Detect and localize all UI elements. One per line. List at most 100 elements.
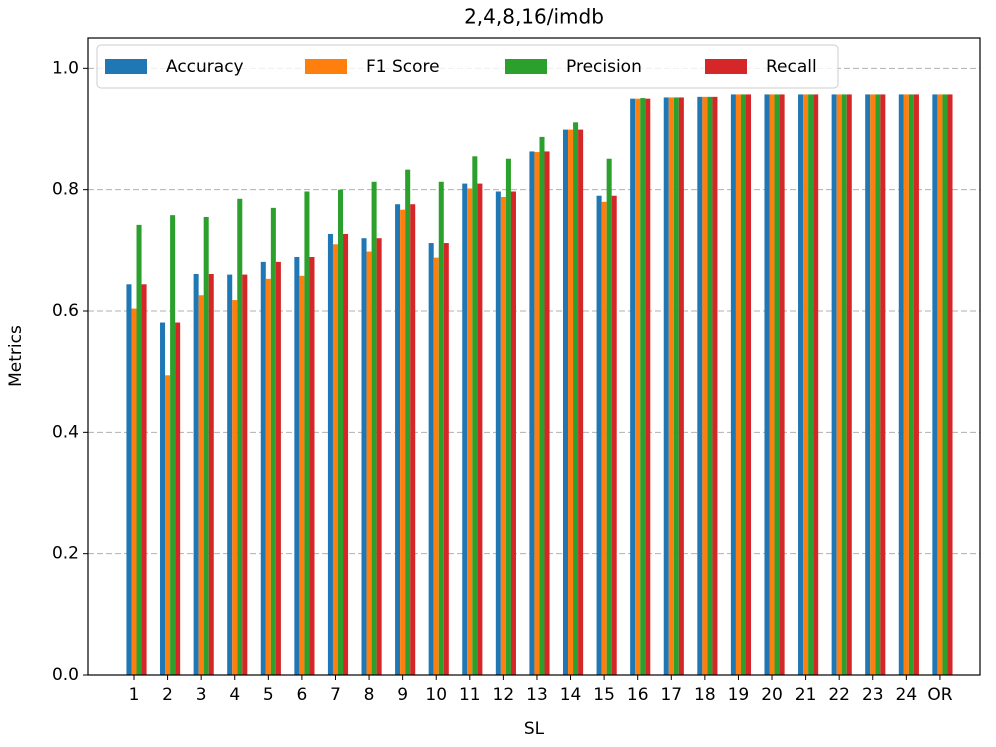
bar [299, 275, 305, 675]
bar [534, 152, 540, 675]
bar [779, 94, 785, 676]
bar [947, 94, 953, 676]
bar [260, 261, 266, 675]
bar [170, 215, 176, 675]
bar [510, 191, 516, 675]
bar [596, 195, 602, 675]
bar [898, 94, 904, 676]
bar [875, 94, 881, 676]
bar [495, 191, 501, 675]
bar [544, 151, 550, 676]
bar [539, 136, 545, 676]
x-tick-label: 21 [795, 685, 817, 705]
bar [410, 204, 416, 675]
x-tick-label: 2 [162, 685, 173, 705]
x-tick-label: 6 [296, 685, 307, 705]
x-tick-label: 4 [229, 685, 240, 705]
x-tick-label: 9 [397, 685, 408, 705]
bar [903, 94, 909, 676]
x-tick-label: 18 [694, 685, 716, 705]
legend-swatch [105, 59, 147, 74]
bar [500, 196, 506, 676]
bar [165, 375, 171, 675]
bar [764, 94, 770, 676]
bar [265, 278, 271, 675]
bar [601, 201, 607, 676]
bar [640, 98, 646, 675]
bar [366, 251, 372, 675]
bar [697, 96, 703, 675]
bar [477, 183, 483, 675]
y-tick-label: 0.6 [52, 301, 79, 321]
bar [673, 97, 679, 676]
bar [175, 322, 181, 675]
bar [635, 98, 641, 675]
bar [232, 300, 238, 675]
x-tick-label: 7 [330, 685, 341, 705]
x-tick-label: 20 [761, 685, 783, 705]
bar [707, 96, 713, 675]
bar [332, 244, 338, 675]
bar [438, 181, 444, 675]
bar [846, 94, 852, 676]
bar [395, 204, 401, 675]
bar [337, 189, 344, 675]
x-tick-label: 17 [660, 685, 682, 705]
legend-label: Accuracy [166, 57, 244, 77]
bar [645, 98, 651, 675]
bar [870, 94, 876, 676]
bar [568, 129, 574, 675]
bar [932, 94, 938, 676]
bar [745, 94, 752, 676]
bar [270, 207, 276, 675]
bar [803, 94, 809, 676]
bar [578, 129, 584, 675]
bar [361, 238, 367, 675]
x-tick-label: 23 [862, 685, 884, 705]
bar [611, 195, 617, 675]
x-tick-label: 12 [493, 685, 515, 705]
bar [203, 216, 209, 675]
bar [678, 97, 684, 676]
y-tick-label: 0.0 [52, 665, 79, 685]
bar [880, 94, 886, 676]
bar [836, 94, 842, 676]
bar [433, 257, 439, 675]
bar [198, 295, 204, 675]
legend-swatch [305, 59, 347, 74]
x-tick-label: OR [927, 685, 952, 705]
x-tick-label: 19 [728, 685, 750, 705]
bar [462, 183, 468, 675]
bar [237, 198, 243, 675]
y-tick-label: 0.4 [52, 422, 79, 442]
bar [275, 261, 281, 675]
bar [208, 273, 214, 675]
bar [841, 94, 847, 676]
bar [663, 97, 669, 676]
bar [908, 94, 914, 676]
bar [937, 94, 943, 676]
bar [865, 94, 871, 676]
bar [573, 122, 579, 676]
x-tick-label: 13 [526, 685, 548, 705]
x-tick-label: 8 [364, 685, 375, 705]
bar [136, 224, 142, 675]
x-tick-label: 14 [560, 685, 582, 705]
bar [294, 257, 300, 675]
x-tick-label: 3 [196, 685, 207, 705]
bar [606, 158, 612, 675]
bar [769, 94, 775, 676]
bar [730, 94, 736, 676]
x-tick-label: 15 [593, 685, 615, 705]
bar [630, 98, 636, 675]
bar [712, 96, 718, 675]
y-axis-label: Metrics [6, 325, 26, 387]
y-tick-label: 1.0 [52, 58, 79, 78]
x-tick-label: 11 [459, 685, 481, 705]
bar [505, 158, 511, 675]
x-tick-label: 10 [425, 685, 447, 705]
bar [735, 94, 741, 676]
bar [141, 284, 147, 675]
bar [702, 96, 708, 675]
